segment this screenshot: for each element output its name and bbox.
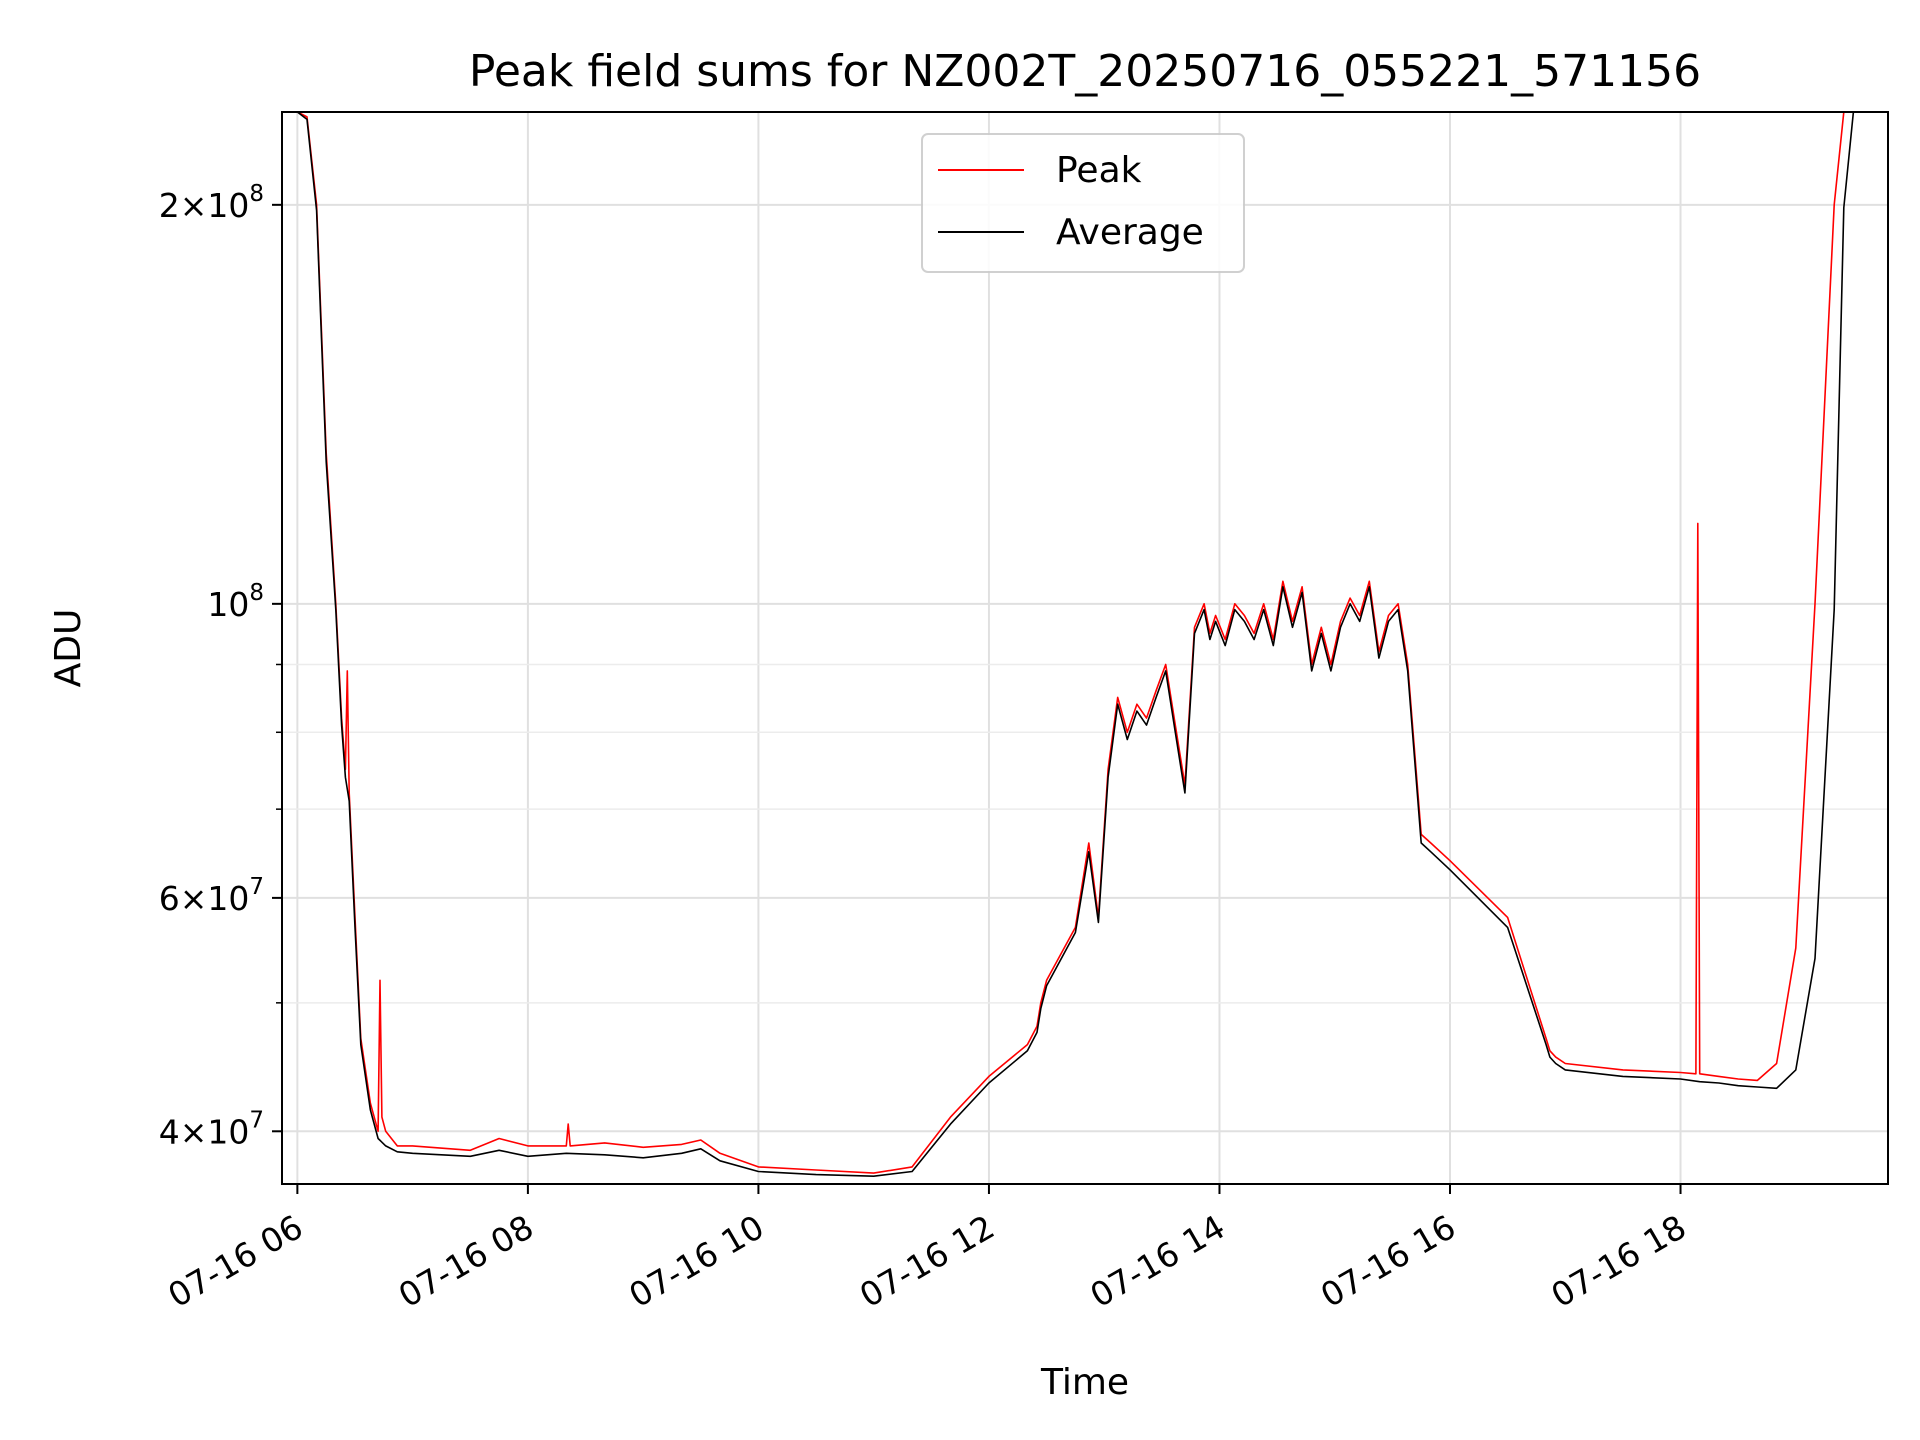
x-tick-label: 07-16 14	[1083, 1207, 1231, 1315]
series-layer	[282, 111, 1888, 1177]
y-tick-label: 2×108	[159, 181, 264, 225]
x-tick-label: 07-16 10	[622, 1207, 770, 1315]
x-tick-label: 07-16 18	[1545, 1207, 1693, 1315]
plot-frame	[281, 111, 1889, 1185]
y-tick-label: 4×107	[159, 1107, 264, 1151]
x-axis-label: Time	[1040, 1362, 1129, 1403]
x-tick-label: 07-16 16	[1314, 1207, 1462, 1315]
y-tick-label: 6×107	[159, 874, 264, 918]
series-line-peak	[282, 111, 1888, 1174]
y-tick-label: 108	[207, 580, 264, 624]
chart-title: Peak field sums for NZ002T_20250716_0552…	[469, 46, 1701, 97]
legend-label-peak: Peak	[1056, 150, 1142, 191]
grid	[282, 112, 1888, 1184]
x-axis: 07-16 06 07-16 08 07-16 10 07-16 12 07-16 14…	[161, 1184, 1693, 1315]
x-tick-label: 07-16 08	[392, 1207, 540, 1315]
x-tick-label: 07-16 06	[161, 1207, 309, 1315]
legend-label-average: Average	[1056, 212, 1204, 253]
y-axis: 4×107 6×107 108 2×108	[159, 181, 282, 1151]
legend-box	[921, 133, 1245, 273]
legend: Peak Average	[921, 133, 1245, 273]
x-tick-label: 07-16 12	[853, 1207, 1001, 1315]
y-axis-label: ADU	[48, 609, 89, 688]
series-line-average	[282, 111, 1888, 1177]
